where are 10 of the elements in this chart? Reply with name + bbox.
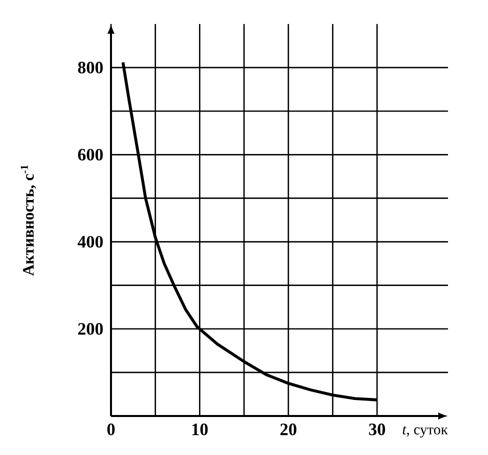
x-axis-title: t, суток xyxy=(402,426,448,438)
y-axis-title: Активность, с$^{-1}$ xyxy=(20,165,36,276)
y-tick-label: 400 xyxy=(78,236,103,248)
y-tick-label: 200 xyxy=(78,323,103,335)
y-tick-label: 600 xyxy=(78,148,103,161)
x-tick-label: 0 xyxy=(107,424,115,436)
x-tick-label: 10 xyxy=(192,424,208,436)
x-tick-label: 20 xyxy=(280,424,296,436)
x-tick-label: 30 xyxy=(369,424,386,436)
y-tick-label: 800 xyxy=(78,62,103,74)
